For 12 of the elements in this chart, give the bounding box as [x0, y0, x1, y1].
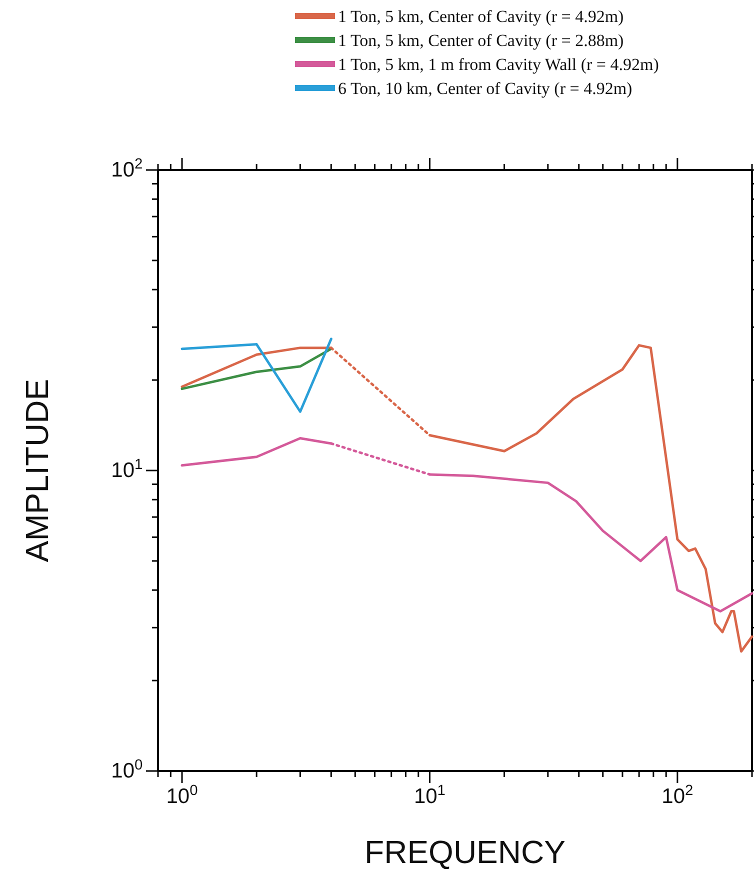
- y-tick-label: 10$^{2}$: [111, 156, 143, 182]
- legend-label: 1 Ton, 5 km, 1 m from Cavity Wall (r = 4.92m): [338, 55, 659, 74]
- x-axis-title: FREQUENCY: [364, 834, 566, 870]
- x-tick-label: 10$^{0}$: [166, 783, 198, 808]
- y-tick-label: 10$^{0}$: [111, 758, 143, 783]
- legend-label: 1 Ton, 5 km, Center of Cavity (r = 2.88m): [338, 31, 624, 50]
- legend-label: 1 Ton, 5 km, Center of Cavity (r = 4.92m): [338, 7, 624, 26]
- x-tick-label: 10$^{2}$: [662, 783, 694, 808]
- y-axis-title: AMPLITUDE: [19, 378, 55, 562]
- x-tick-label: 10$^{1}$: [414, 783, 446, 808]
- y-tick-label: 10$^{1}$: [111, 457, 143, 482]
- legend-label: 6 Ton, 10 km, Center of Cavity (r = 4.92m): [338, 79, 632, 98]
